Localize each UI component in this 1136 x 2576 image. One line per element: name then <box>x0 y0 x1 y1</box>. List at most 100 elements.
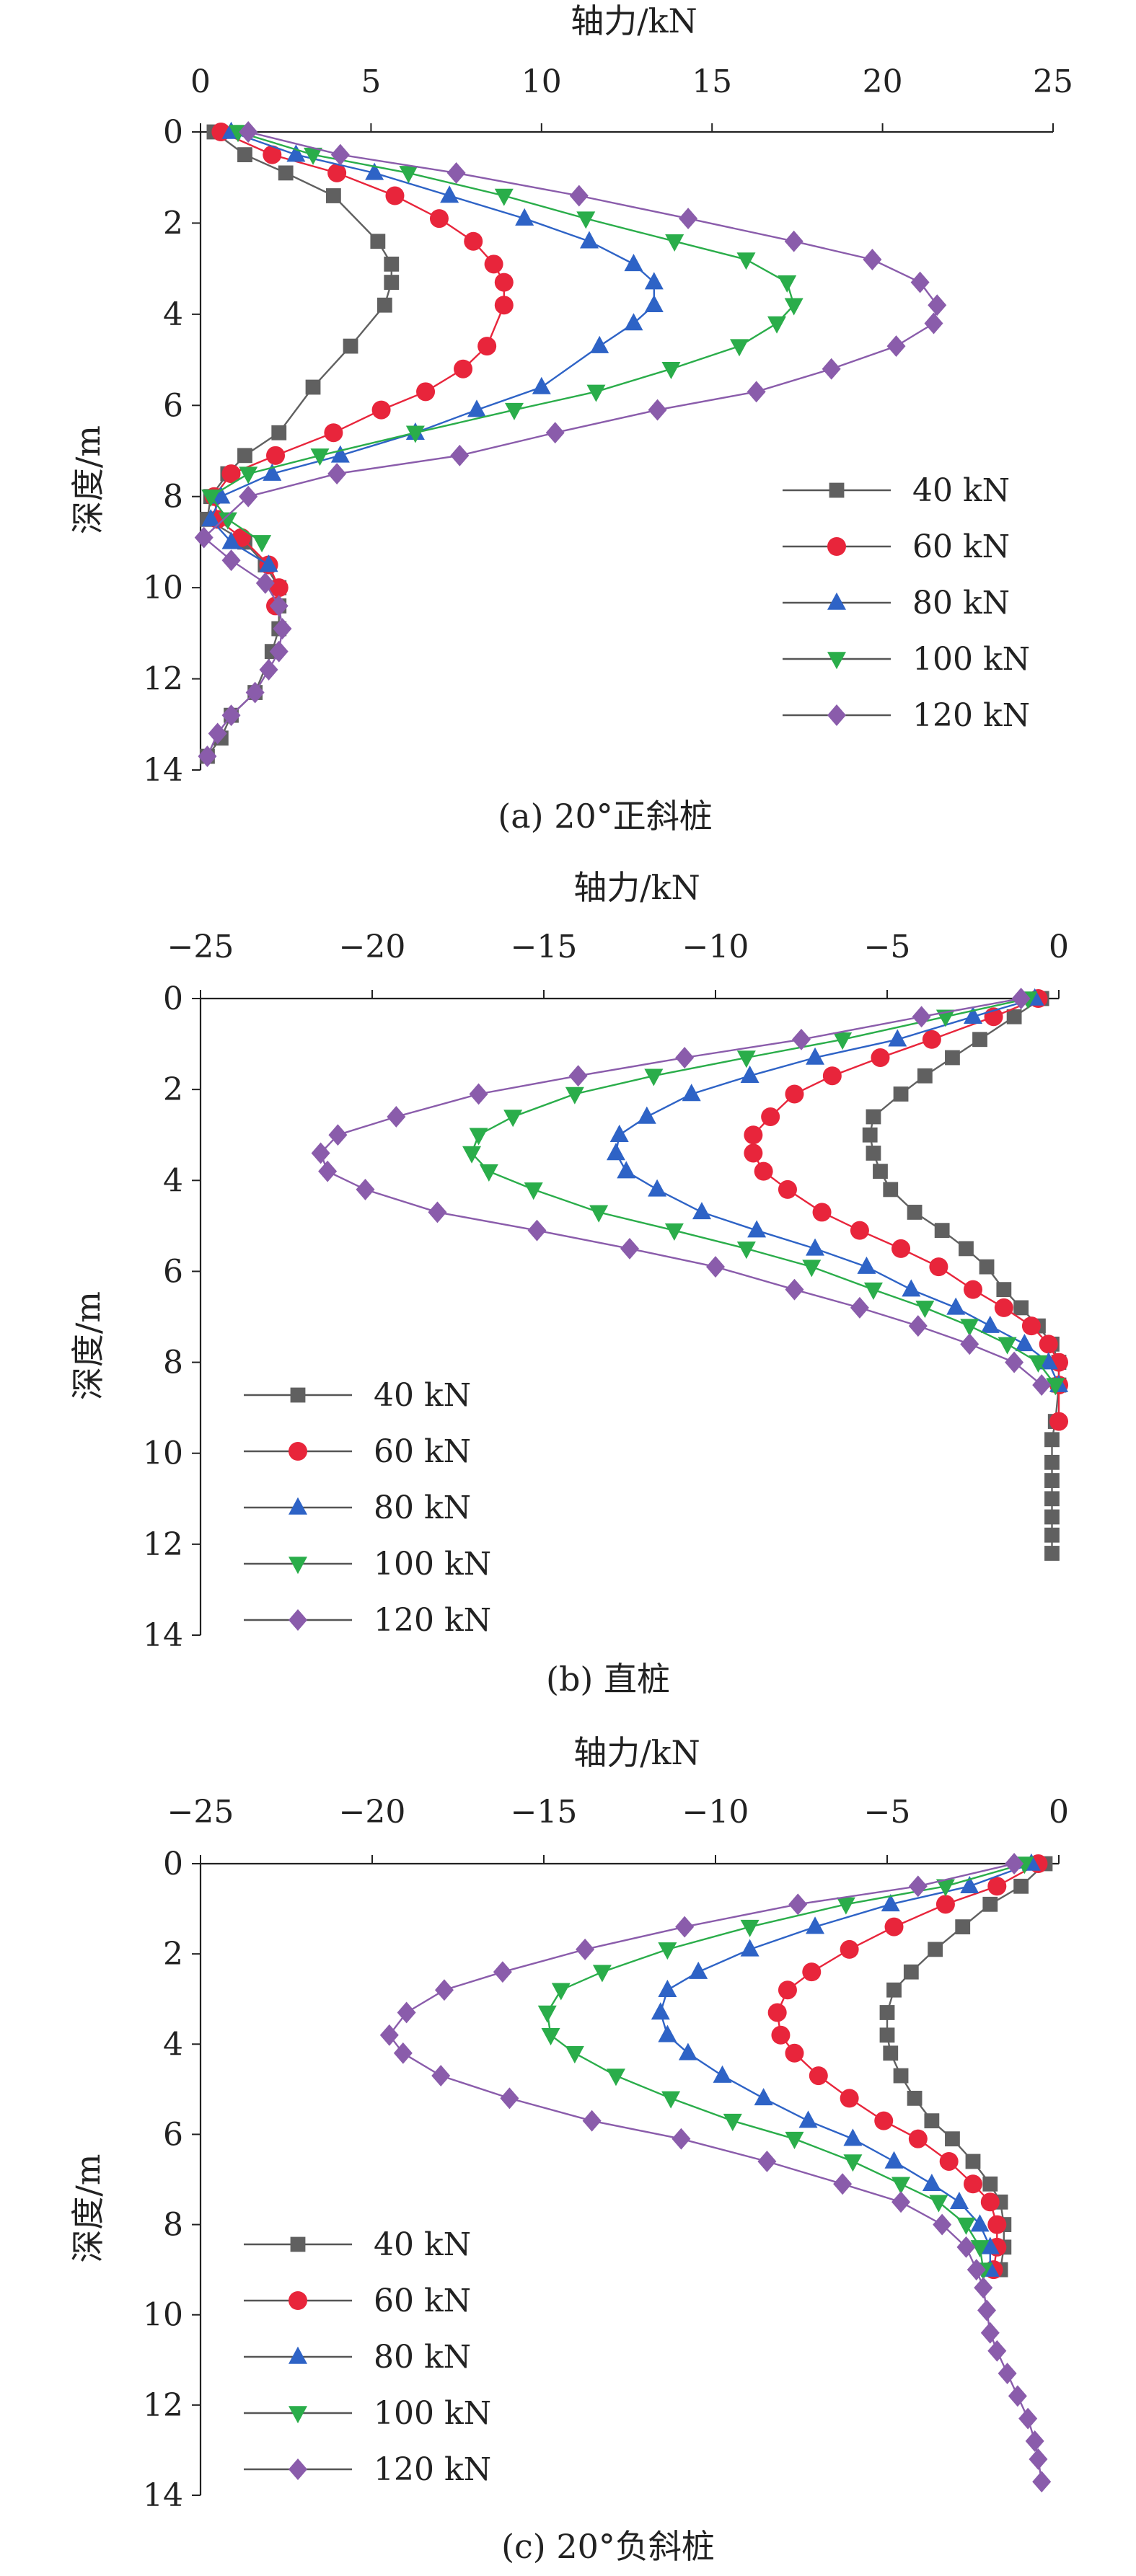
data-point-120-kn <box>886 335 906 358</box>
data-point-120-kn <box>908 1315 928 1337</box>
data-point-120-kn <box>822 358 841 380</box>
y-tick-label: 0 <box>163 981 183 1017</box>
data-point-40-kn <box>305 379 321 395</box>
data-point-100-kn <box>970 2240 990 2258</box>
data-point-120-kn <box>933 2213 952 2236</box>
data-point-120-kn <box>620 1237 639 1260</box>
data-point-100-kn <box>784 298 803 316</box>
data-point-80-kn <box>590 335 609 353</box>
data-point-100-kn <box>252 535 272 553</box>
series-60-kn <box>767 1854 1048 2280</box>
data-point-100-kn <box>504 402 524 420</box>
data-point-40-kn <box>1044 1491 1060 1507</box>
y-tick-label: 0 <box>163 1846 183 1882</box>
data-point-60-kn <box>744 1143 763 1163</box>
x-axis-label: 轴力/kN <box>573 868 700 907</box>
data-point-80-kn <box>624 313 643 331</box>
data-point-80-kn <box>902 1279 921 1297</box>
data-point-60-kn <box>922 1030 941 1049</box>
data-point-40-kn <box>934 1223 950 1239</box>
data-point-120-kn <box>977 2299 997 2322</box>
data-point-60-kn <box>454 359 473 379</box>
data-point-120-kn <box>785 1278 804 1301</box>
data-point-120-kn <box>387 1106 406 1128</box>
data-point-120-kn <box>576 1938 595 1960</box>
data-point-80-kn <box>644 272 664 290</box>
series-60-kn <box>744 989 1068 1431</box>
data-point-120-kn <box>792 1028 811 1050</box>
data-point-80-kn <box>740 1939 759 1957</box>
legend-marker-80-kn <box>289 2346 307 2364</box>
data-point-120-kn <box>967 2259 986 2281</box>
x-tick-label: −15 <box>511 1794 578 1831</box>
series-100-kn <box>537 1856 1034 2280</box>
x-tick-label: −10 <box>682 929 749 965</box>
data-point-80-kn <box>754 2088 773 2106</box>
data-point-40-kn <box>907 2090 923 2106</box>
x-tick-label: −25 <box>167 1794 234 1831</box>
data-point-60-kn <box>1049 1412 1068 1431</box>
data-point-120-kn <box>1008 2385 1027 2407</box>
data-point-40-kn <box>1044 1509 1060 1525</box>
data-point-120-kn <box>850 1296 869 1319</box>
data-point-80-kn <box>806 1916 825 1934</box>
legend-marker-60-kn <box>289 1442 307 1461</box>
legend-label-60-kn: 60 kN <box>374 2283 471 2319</box>
data-point-120-kn <box>311 1142 330 1164</box>
data-point-120-kn <box>318 1160 338 1182</box>
data-point-80-kn <box>798 2110 818 2128</box>
series-line-120-kn <box>388 1862 1043 2482</box>
data-point-120-kn <box>747 381 766 403</box>
data-point-120-kn <box>998 2363 1017 2385</box>
data-point-60-kn <box>908 2129 928 2148</box>
legend: 40 kN 60 kN 80 kN 100 kN 120 kN <box>244 2226 491 2488</box>
data-point-120-kn <box>679 208 698 230</box>
data-point-40-kn <box>1013 1878 1029 1894</box>
series-line-40-kn <box>206 131 392 757</box>
data-point-120-kn <box>545 422 565 444</box>
data-point-40-kn <box>907 1205 923 1220</box>
data-point-40-kn <box>377 297 392 313</box>
y-tick-label: 4 <box>163 1162 183 1199</box>
data-point-80-kn <box>201 509 221 527</box>
legend-marker-60-kn <box>289 2291 307 2310</box>
data-point-100-kn <box>565 2046 584 2064</box>
series-100-kn <box>201 125 803 553</box>
data-point-120-kn <box>356 1178 375 1200</box>
data-point-80-kn <box>440 185 459 203</box>
data-point-120-kn <box>434 1979 454 2001</box>
data-point-120-kn <box>910 271 930 293</box>
data-point-40-kn <box>982 1896 998 1912</box>
y-tick-label: 4 <box>163 2026 183 2063</box>
data-point-40-kn <box>959 1241 974 1257</box>
data-point-80-kn <box>651 2002 670 2020</box>
data-point-120-kn <box>908 1875 928 1898</box>
data-point-40-kn <box>893 1086 909 1102</box>
data-point-40-kn <box>1006 1009 1022 1024</box>
x-axis-label: 轴力/kN <box>573 1733 700 1772</box>
legend-label-80-kn: 80 kN <box>912 585 1010 621</box>
data-point-80-kn <box>922 2173 941 2192</box>
data-point-120-kn <box>493 1961 512 1983</box>
legend-label-40-kn: 40 kN <box>912 472 1010 509</box>
data-point-100-kn <box>218 512 237 530</box>
data-point-80-kn <box>606 1143 625 1161</box>
x-tick-label: 5 <box>361 63 381 100</box>
data-point-80-kn <box>259 554 278 572</box>
legend-marker-40-kn <box>829 482 845 498</box>
data-point-80-kn <box>579 231 599 249</box>
legend-marker-120-kn <box>289 1609 307 1631</box>
data-point-120-kn <box>221 704 241 727</box>
series-120-kn <box>194 121 947 767</box>
data-point-60-kn <box>484 254 503 274</box>
x-tick-label: −5 <box>864 1794 911 1831</box>
data-point-120-kn <box>527 1219 547 1241</box>
data-point-40-kn <box>893 2068 909 2084</box>
data-point-100-kn <box>802 1260 822 1278</box>
y-tick-label: 12 <box>143 661 183 698</box>
data-point-120-kn <box>330 143 350 166</box>
data-point-100-kn <box>785 2131 804 2149</box>
data-point-120-kn <box>245 681 265 704</box>
y-tick-label: 4 <box>163 296 183 333</box>
